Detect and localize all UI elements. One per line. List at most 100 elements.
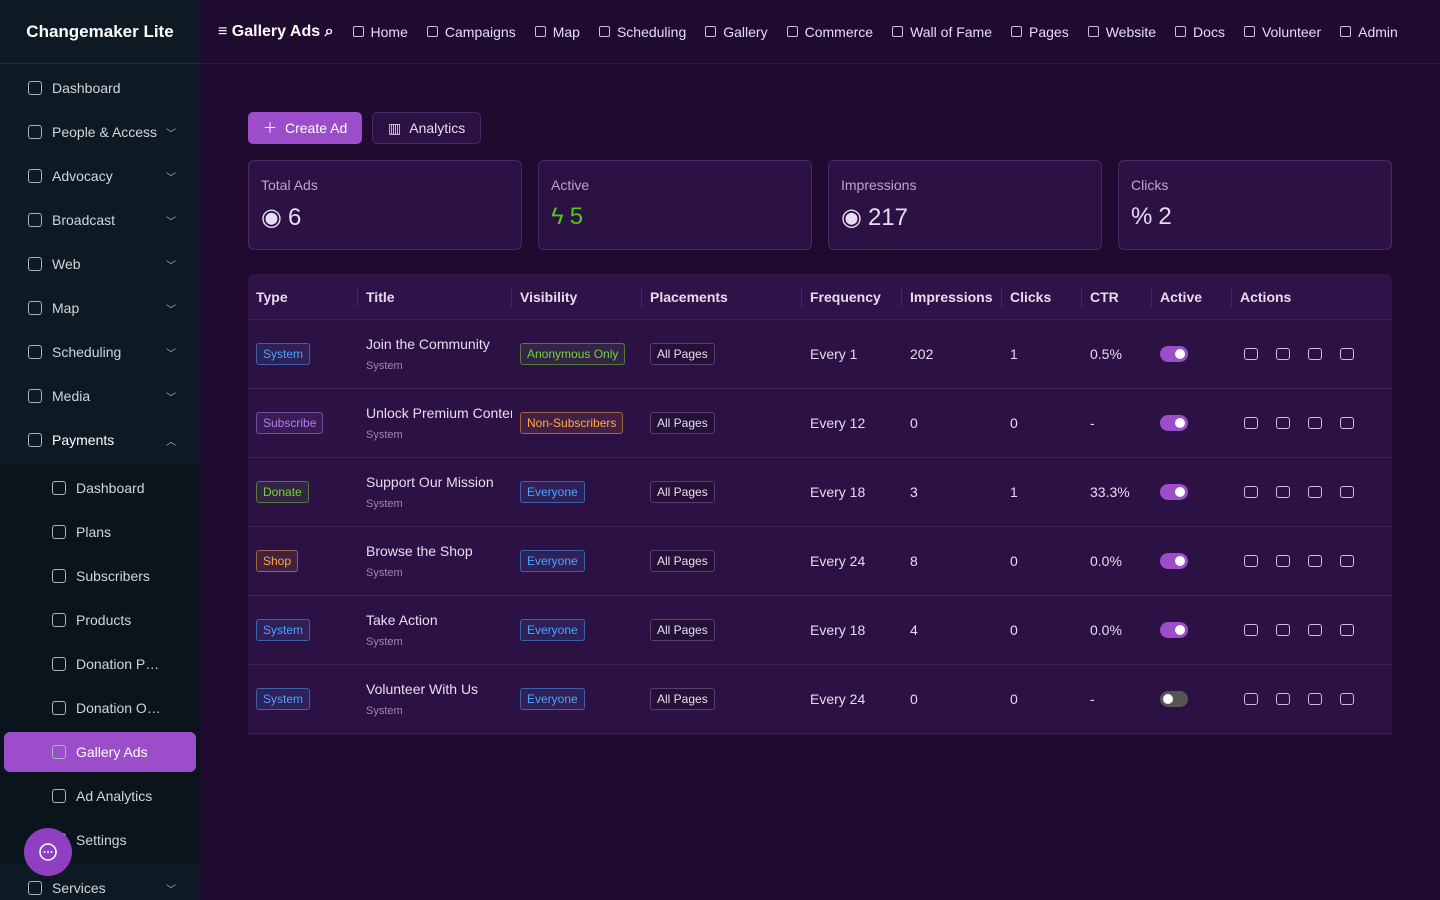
view-action[interactable] [1244,624,1258,636]
nav-item[interactable]: Web ﹀ [0,244,200,284]
top-link[interactable]: Website [1087,24,1156,40]
copy-action[interactable] [1340,348,1354,360]
active-toggle[interactable] [1160,622,1188,638]
cell [1152,346,1232,362]
stat-label: Clicks [1131,177,1169,193]
top-link[interactable]: Commerce [786,24,873,40]
link-icon [705,26,717,37]
ctr-cell: - [1090,415,1095,431]
nav-item[interactable]: Broadcast ﹀ [0,200,200,240]
top-link[interactable]: Admin [1340,24,1398,40]
ad-source: System [366,360,403,372]
nav-icon [28,433,42,447]
top-link[interactable]: Docs [1175,24,1225,40]
copy-action[interactable] [1340,486,1354,498]
visibility-badge: Everyone [520,481,585,503]
cell [1152,415,1232,431]
stats-action[interactable] [1276,693,1290,705]
view-action[interactable] [1244,693,1258,705]
actions [1232,624,1392,636]
create-button[interactable]: ＋ Create Ad [248,112,363,144]
copy-action[interactable] [1340,417,1354,429]
brand[interactable]: Changemaker Lite [0,0,200,64]
view-action[interactable] [1244,555,1258,567]
cell: System [248,343,358,365]
edit-action[interactable] [1308,417,1322,429]
nav-label: Services [52,880,106,896]
nav-item[interactable]: Scheduling ﹀ [0,332,200,372]
sub-item[interactable]: Subscribers [0,556,200,596]
top-link[interactable]: Campaigns [426,24,516,40]
edit-action[interactable] [1308,693,1322,705]
page-title: ≡ Gallery Ads ⌕ [218,22,334,40]
stat-card: Total Ads ◉ 6 [248,160,522,250]
stats-action[interactable] [1276,555,1290,567]
copy-action[interactable] [1340,693,1354,705]
top-link[interactable]: Gallery [705,24,768,40]
ad-title: Unlock Premium Content [366,405,512,421]
nav-label: Payments [52,432,115,448]
sub-item[interactable]: Products [0,600,200,640]
type-badge: System [256,688,311,710]
top-link[interactable]: Wall of Fame [892,24,992,40]
copy-action[interactable] [1340,555,1354,567]
top-link[interactable]: Volunteer [1243,24,1321,40]
chat-button[interactable] [24,828,72,876]
visibility-badge: Anonymous Only [520,343,626,365]
nav-item[interactable]: Media ﹀ [0,376,200,416]
stats-action[interactable] [1276,417,1290,429]
sidebar: Changemaker Lite Dashboard People & Acces… [0,0,200,900]
ad-source: System [366,567,403,579]
edit-action[interactable] [1308,486,1322,498]
view-action[interactable] [1244,417,1258,429]
copy-action[interactable] [1340,624,1354,636]
top-link[interactable]: Home [352,24,408,40]
stats-action[interactable] [1276,486,1290,498]
placement-badge: All Pages [650,343,715,365]
top-link[interactable]: Map [534,24,580,40]
nav-item[interactable]: People & Access ﹀ [0,112,200,152]
cell: Browse the Shop System [358,543,512,579]
active-toggle[interactable] [1160,346,1188,362]
cell: All Pages [642,619,802,641]
edit-action[interactable] [1308,348,1322,360]
sub-item[interactable]: Ad Analytics [0,776,200,816]
nav-item[interactable]: Advocacy ﹀ [0,156,200,196]
nav-icon [52,789,66,803]
sub-item[interactable]: Dashboard [0,468,200,508]
stats-action[interactable] [1276,348,1290,360]
nav-item[interactable]: Payments ︿ [0,420,200,460]
view-action[interactable] [1244,486,1258,498]
sub-item[interactable]: Plans [0,512,200,552]
active-toggle[interactable] [1160,553,1188,569]
top-link[interactable]: Scheduling [598,24,686,40]
nav-caret: ﹀ [166,884,176,896]
cell: System [248,619,358,641]
stat-value: 217 [867,203,908,231]
analytics-button[interactable]: ▥ Analytics [372,112,482,144]
active-toggle[interactable] [1160,691,1188,707]
title-text: Gallery Ads [231,22,321,40]
header-cell: Active [1152,286,1232,307]
nav-item[interactable]: Map ﹀ [0,288,200,328]
sub-item[interactable]: Donation P… [0,644,200,684]
stats-action[interactable] [1276,624,1290,636]
stat-value: 6 [287,203,302,231]
cell: All Pages [642,688,802,710]
sub-item[interactable]: Gallery Ads [4,732,196,772]
type-badge: System [256,343,311,365]
active-toggle[interactable] [1160,415,1188,431]
edit-action[interactable] [1308,555,1322,567]
nav-icon [52,569,66,583]
nav-item[interactable]: Dashboard [0,68,200,108]
nav-item[interactable]: Services ﹀ [0,864,200,900]
stat-icon: % [1131,203,1153,230]
edit-action[interactable] [1308,624,1322,636]
header-cell: Actions [1240,288,1292,305]
active-toggle[interactable] [1160,484,1188,500]
view-action[interactable] [1244,348,1258,360]
top-link[interactable]: Pages [1011,24,1069,40]
cell [1152,622,1232,638]
sub-item[interactable]: Donation O… [0,688,200,728]
